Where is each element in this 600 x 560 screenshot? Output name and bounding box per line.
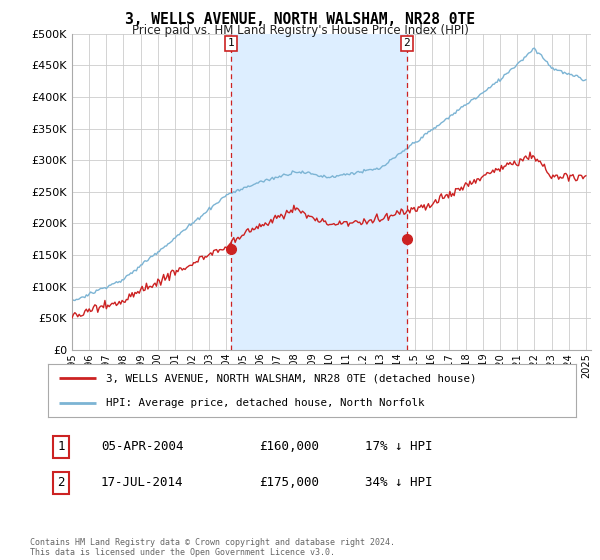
Text: 05-APR-2004: 05-APR-2004 bbox=[101, 440, 184, 453]
Text: 2: 2 bbox=[58, 477, 65, 489]
Text: 3, WELLS AVENUE, NORTH WALSHAM, NR28 0TE: 3, WELLS AVENUE, NORTH WALSHAM, NR28 0TE bbox=[125, 12, 475, 27]
Text: Price paid vs. HM Land Registry's House Price Index (HPI): Price paid vs. HM Land Registry's House … bbox=[131, 24, 469, 37]
Text: 34% ↓ HPI: 34% ↓ HPI bbox=[365, 477, 432, 489]
Text: 1: 1 bbox=[58, 440, 65, 453]
Text: 3, WELLS AVENUE, NORTH WALSHAM, NR28 0TE (detached house): 3, WELLS AVENUE, NORTH WALSHAM, NR28 0TE… bbox=[106, 374, 476, 384]
Text: £175,000: £175,000 bbox=[259, 477, 319, 489]
Text: £160,000: £160,000 bbox=[259, 440, 319, 453]
Text: 17-JUL-2014: 17-JUL-2014 bbox=[101, 477, 184, 489]
Bar bbox=[231, 34, 407, 350]
Text: 1: 1 bbox=[227, 38, 234, 48]
Text: HPI: Average price, detached house, North Norfolk: HPI: Average price, detached house, Nort… bbox=[106, 398, 425, 408]
Text: Contains HM Land Registry data © Crown copyright and database right 2024.
This d: Contains HM Land Registry data © Crown c… bbox=[30, 538, 395, 557]
Text: 17% ↓ HPI: 17% ↓ HPI bbox=[365, 440, 432, 453]
Text: 2: 2 bbox=[403, 38, 410, 48]
